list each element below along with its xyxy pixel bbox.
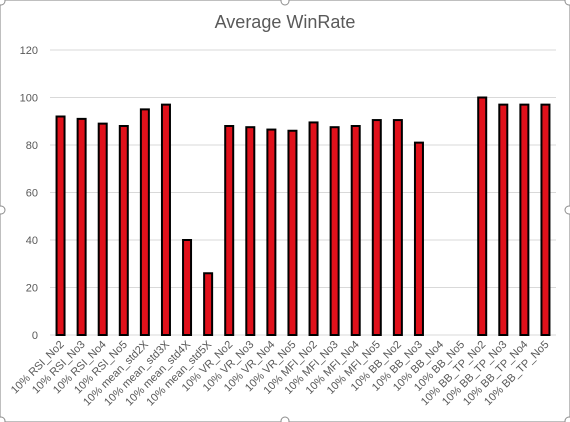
bar[interactable]	[540, 103, 551, 336]
resize-handle[interactable]	[280, 0, 290, 6]
grid-lines	[50, 49, 556, 336]
resize-handle[interactable]	[564, 0, 570, 6]
bar[interactable]	[55, 115, 66, 336]
bar[interactable]	[139, 108, 150, 336]
bar[interactable]	[350, 125, 361, 336]
bar[interactable]	[392, 119, 403, 336]
y-tick-label: 60	[26, 188, 38, 200]
resize-handle[interactable]	[0, 0, 6, 6]
bar[interactable]	[477, 96, 488, 336]
y-tick-label: 100	[20, 93, 38, 105]
bar[interactable]	[371, 119, 382, 336]
y-tick-label: 40	[26, 235, 38, 247]
bar[interactable]	[182, 239, 193, 336]
y-tick-label: 0	[32, 330, 38, 342]
bar[interactable]	[203, 272, 214, 336]
bar[interactable]	[329, 126, 340, 336]
bars	[55, 96, 551, 336]
resize-handle[interactable]	[280, 416, 290, 422]
bar[interactable]	[266, 128, 277, 336]
bar[interactable]	[519, 103, 530, 336]
resize-handle[interactable]	[0, 205, 6, 215]
y-tick-label: 80	[26, 140, 38, 152]
resize-handle[interactable]	[564, 416, 570, 422]
bar[interactable]	[224, 125, 235, 336]
bar[interactable]	[308, 121, 319, 336]
bar[interactable]	[498, 103, 509, 336]
resize-handle[interactable]	[564, 205, 570, 215]
bar[interactable]	[76, 117, 87, 336]
bar[interactable]	[287, 129, 298, 336]
y-tick-label: 20	[26, 283, 38, 295]
resize-handle[interactable]	[0, 416, 6, 422]
bar[interactable]	[97, 122, 108, 336]
y-tick-label: 120	[20, 45, 38, 57]
bar[interactable]	[118, 125, 129, 336]
bar[interactable]	[245, 126, 256, 336]
bar[interactable]	[160, 103, 171, 336]
y-axis-ticks: 0 20 40 60 80 100 120	[20, 45, 38, 342]
bar[interactable]	[413, 141, 424, 336]
chart-title: Average WinRate	[215, 12, 356, 32]
